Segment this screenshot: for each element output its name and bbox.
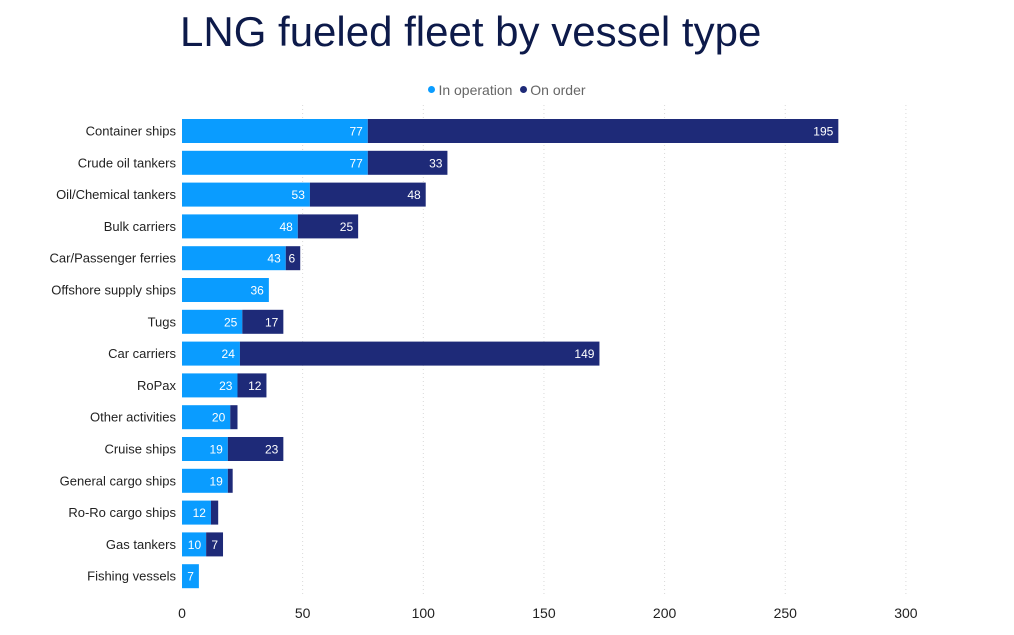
data-label-on-order-0: 195 bbox=[813, 125, 833, 139]
bar-on-order-6 bbox=[242, 309, 284, 334]
data-label-in-operation-6: 25 bbox=[224, 315, 238, 329]
category-label-14: Fishing vessels bbox=[87, 569, 176, 584]
legend-item-on-order[interactable]: On order bbox=[520, 81, 586, 98]
bar-in-operation-5 bbox=[182, 278, 269, 302]
bar-in-operation-14 bbox=[182, 564, 199, 589]
category-label-9: Other activities bbox=[90, 410, 176, 425]
category-label-6: Tugs bbox=[148, 314, 177, 329]
bar-in-operation-8 bbox=[182, 373, 238, 398]
bar-in-operation-10 bbox=[182, 437, 228, 461]
bar-on-order-2 bbox=[309, 182, 426, 207]
data-label-in-operation-0: 77 bbox=[349, 125, 363, 139]
bar-on-order-0 bbox=[367, 119, 839, 143]
category-label-2: Oil/Chemical tankers bbox=[56, 187, 176, 202]
category-label-3: Bulk carriers bbox=[104, 219, 177, 234]
data-label-in-operation-8: 23 bbox=[219, 379, 233, 393]
category-label-4: Car/Passenger ferries bbox=[50, 251, 177, 266]
bar-on-order-12 bbox=[210, 500, 219, 525]
category-label-8: RoPax bbox=[137, 378, 177, 393]
bar-on-order-13 bbox=[206, 532, 224, 557]
bar-in-operation-4 bbox=[182, 246, 286, 271]
chart-title: LNG fueled fleet by vessel type bbox=[180, 8, 762, 55]
bar-in-operation-9 bbox=[182, 405, 231, 430]
bar-on-order-8 bbox=[237, 373, 267, 398]
data-label-in-operation-14: 7 bbox=[187, 570, 194, 584]
category-label-12: Ro-Ro cargo ships bbox=[68, 505, 176, 520]
data-label-on-order-6: 17 bbox=[265, 315, 279, 329]
bar-in-operation-13 bbox=[182, 532, 207, 557]
x-tick-label-1: 50 bbox=[295, 605, 311, 621]
legend-swatch-in-operation bbox=[428, 86, 436, 93]
bar-in-operation-1 bbox=[182, 150, 368, 175]
data-label-in-operation-7: 24 bbox=[222, 347, 236, 361]
data-label-in-operation-3: 48 bbox=[279, 220, 293, 234]
data-label-on-order-10: 23 bbox=[265, 443, 279, 457]
x-tick-label-5: 250 bbox=[774, 605, 798, 621]
data-label-in-operation-10: 19 bbox=[209, 443, 223, 457]
category-label-1: Crude oil tankers bbox=[78, 155, 177, 170]
x-tick-label-2: 100 bbox=[412, 605, 436, 621]
legend-label-in-operation: In operation bbox=[438, 81, 513, 98]
data-label-in-operation-2: 53 bbox=[292, 188, 306, 202]
x-tick-label-6: 300 bbox=[894, 605, 918, 621]
category-label-10: Cruise ships bbox=[104, 442, 176, 457]
bar-on-order-7 bbox=[239, 341, 600, 366]
data-label-in-operation-11: 19 bbox=[209, 474, 223, 488]
category-label-13: Gas tankers bbox=[106, 537, 177, 552]
data-label-on-order-3: 25 bbox=[340, 220, 354, 234]
data-label-on-order-4: 6 bbox=[289, 252, 296, 266]
data-label-on-order-7: 149 bbox=[574, 347, 594, 361]
bar-in-operation-3 bbox=[182, 214, 298, 239]
category-label-7: Car carriers bbox=[108, 346, 176, 361]
bar-on-order-9 bbox=[230, 405, 238, 430]
bar-on-order-11 bbox=[227, 468, 233, 493]
x-tick-label-4: 200 bbox=[653, 605, 677, 621]
category-label-5: Offshore supply ships bbox=[51, 283, 176, 298]
x-tick-label-3: 150 bbox=[532, 605, 556, 621]
data-label-on-order-2: 48 bbox=[407, 188, 421, 202]
data-label-in-operation-4: 43 bbox=[267, 252, 281, 266]
bar-in-operation-7 bbox=[182, 341, 240, 366]
category-label-11: General cargo ships bbox=[60, 473, 177, 488]
bar-in-operation-12 bbox=[182, 500, 211, 525]
chart-legend: In operation On order bbox=[0, 80, 1014, 98]
data-label-on-order-8: 12 bbox=[248, 379, 262, 393]
bar-in-operation-6 bbox=[182, 309, 243, 334]
x-tick-label-0: 0 bbox=[178, 605, 186, 621]
legend-item-in-operation[interactable]: In operation bbox=[428, 82, 512, 98]
data-label-in-operation-1: 77 bbox=[349, 156, 363, 170]
bar-on-order-4 bbox=[285, 246, 301, 271]
bar-in-operation-11 bbox=[182, 468, 228, 493]
bar-in-operation-0 bbox=[182, 119, 368, 143]
data-label-in-operation-5: 36 bbox=[251, 284, 265, 298]
bar-on-order-10 bbox=[227, 437, 284, 461]
data-label-in-operation-9: 20 bbox=[212, 411, 226, 425]
data-label-on-order-1: 33 bbox=[429, 156, 443, 170]
bar-on-order-3 bbox=[297, 214, 359, 239]
legend-label-on-order: On order bbox=[530, 81, 586, 98]
legend-swatch-on-order bbox=[520, 86, 528, 93]
bar-on-order-1 bbox=[367, 150, 448, 175]
data-label-on-order-13: 7 bbox=[211, 538, 218, 552]
data-label-in-operation-13: 10 bbox=[188, 538, 202, 552]
category-label-0: Container ships bbox=[86, 124, 177, 139]
bar-in-operation-2 bbox=[182, 182, 310, 207]
data-label-in-operation-12: 12 bbox=[193, 506, 207, 520]
